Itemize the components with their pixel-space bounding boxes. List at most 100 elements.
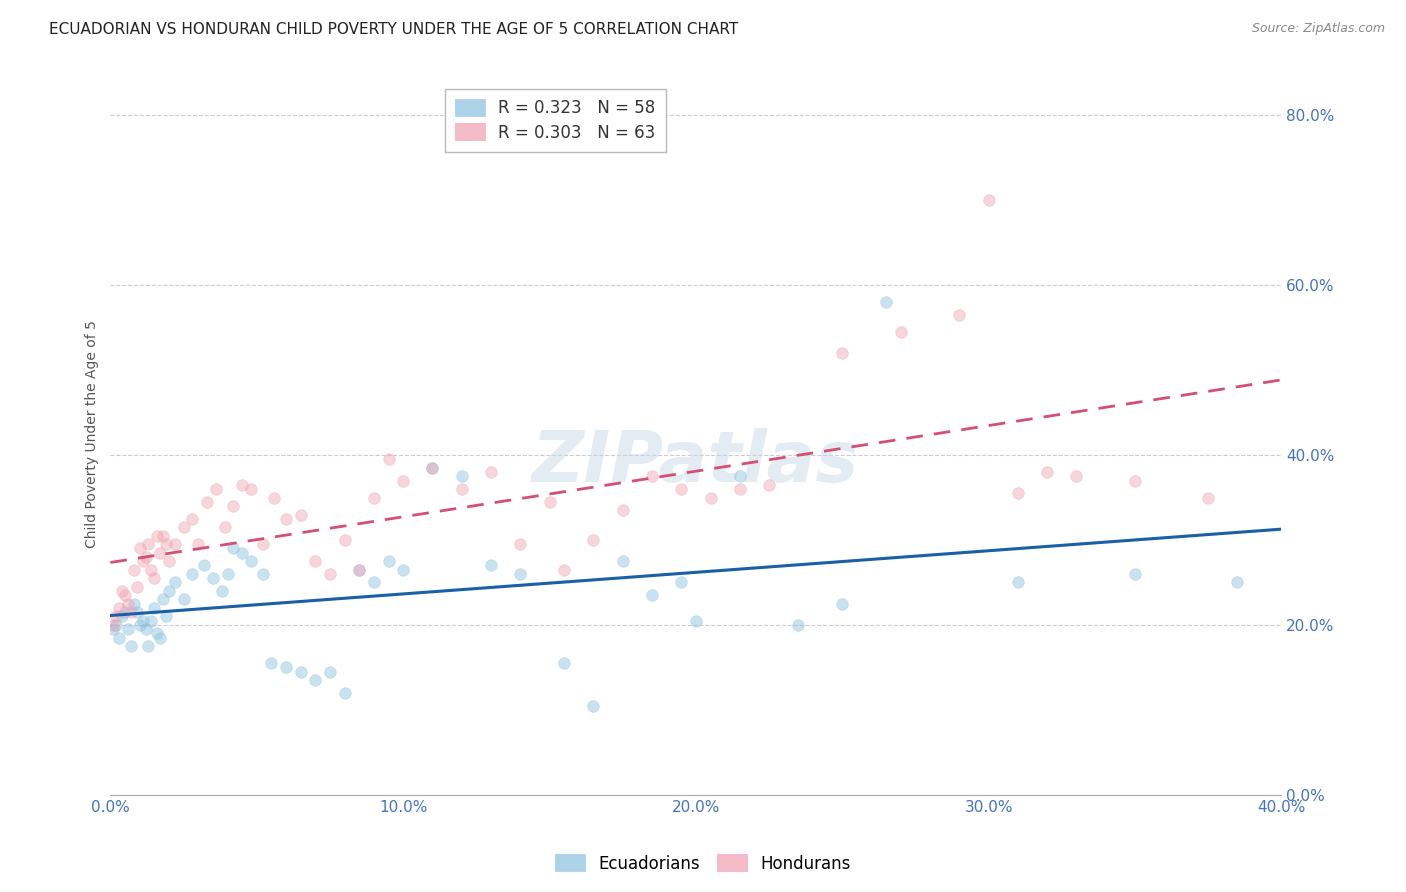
Point [239, 554, 262, 568]
Point [831, 597, 853, 611]
Point [131, 614, 153, 628]
Point [509, 566, 531, 581]
Point [349, 563, 371, 577]
Point [146, 626, 169, 640]
Point [105, 609, 128, 624]
Point [553, 656, 575, 670]
Point [214, 520, 236, 534]
Point [1007, 486, 1029, 500]
Point [274, 660, 297, 674]
Point [1226, 575, 1249, 590]
Point [671, 482, 693, 496]
Point [141, 614, 163, 628]
Point [363, 491, 385, 505]
Point [304, 673, 326, 687]
Point [333, 686, 356, 700]
Point [146, 529, 169, 543]
Point [685, 614, 707, 628]
Point [143, 601, 166, 615]
Point [152, 592, 174, 607]
Point [187, 537, 209, 551]
Point [108, 601, 131, 615]
Point [131, 554, 153, 568]
Point [290, 665, 312, 679]
Point [138, 537, 160, 551]
Point [103, 622, 125, 636]
Point [211, 583, 233, 598]
Point [201, 571, 224, 585]
Point [582, 698, 605, 713]
Point [349, 563, 371, 577]
Point [671, 575, 693, 590]
Point [114, 588, 136, 602]
Point [135, 549, 157, 564]
Point [105, 618, 128, 632]
Point [1123, 474, 1146, 488]
Point [108, 631, 131, 645]
Legend: R = 0.323   N = 58, R = 0.303   N = 63: R = 0.323 N = 58, R = 0.303 N = 63 [446, 88, 665, 152]
Point [117, 597, 139, 611]
Point [290, 508, 312, 522]
Point [149, 631, 172, 645]
Point [422, 460, 444, 475]
Point [1066, 469, 1088, 483]
Legend: Ecuadorians, Hondurans: Ecuadorians, Hondurans [548, 847, 858, 880]
Point [450, 482, 472, 496]
Point [117, 622, 139, 636]
Point [128, 541, 150, 556]
Point [252, 566, 274, 581]
Point [163, 537, 186, 551]
Point [728, 469, 751, 483]
Point [948, 308, 970, 322]
Point [450, 469, 472, 483]
Point [122, 563, 145, 577]
Point [163, 575, 186, 590]
Point [125, 605, 148, 619]
Point [157, 583, 180, 598]
Point [274, 512, 297, 526]
Point [890, 325, 912, 339]
Point [553, 563, 575, 577]
Point [831, 346, 853, 360]
Text: Source: ZipAtlas.com: Source: ZipAtlas.com [1251, 22, 1385, 36]
Point [728, 482, 751, 496]
Point [141, 563, 163, 577]
Point [333, 533, 356, 547]
Point [120, 639, 142, 653]
Point [641, 469, 664, 483]
Point [155, 609, 177, 624]
Point [149, 546, 172, 560]
Point [422, 460, 444, 475]
Point [135, 622, 157, 636]
Point [155, 537, 177, 551]
Point [231, 477, 253, 491]
Point [181, 512, 204, 526]
Point [875, 295, 897, 310]
Point [612, 554, 634, 568]
Point [758, 477, 780, 491]
Point [319, 665, 342, 679]
Point [143, 571, 166, 585]
Point [125, 580, 148, 594]
Point [304, 554, 326, 568]
Point [222, 541, 245, 556]
Point [120, 605, 142, 619]
Text: ZIPatlas: ZIPatlas [533, 428, 859, 497]
Point [157, 554, 180, 568]
Point [195, 495, 218, 509]
Point [204, 482, 226, 496]
Point [138, 639, 160, 653]
Point [122, 597, 145, 611]
Point [363, 575, 385, 590]
Point [111, 583, 134, 598]
Point [1123, 566, 1146, 581]
Point [392, 474, 415, 488]
Point [1197, 491, 1219, 505]
Point [612, 503, 634, 517]
Text: ECUADORIAN VS HONDURAN CHILD POVERTY UNDER THE AGE OF 5 CORRELATION CHART: ECUADORIAN VS HONDURAN CHILD POVERTY UND… [49, 22, 738, 37]
Point [1007, 575, 1029, 590]
Point [1036, 465, 1059, 479]
Point [263, 491, 285, 505]
Point [479, 558, 502, 573]
Point [231, 546, 253, 560]
